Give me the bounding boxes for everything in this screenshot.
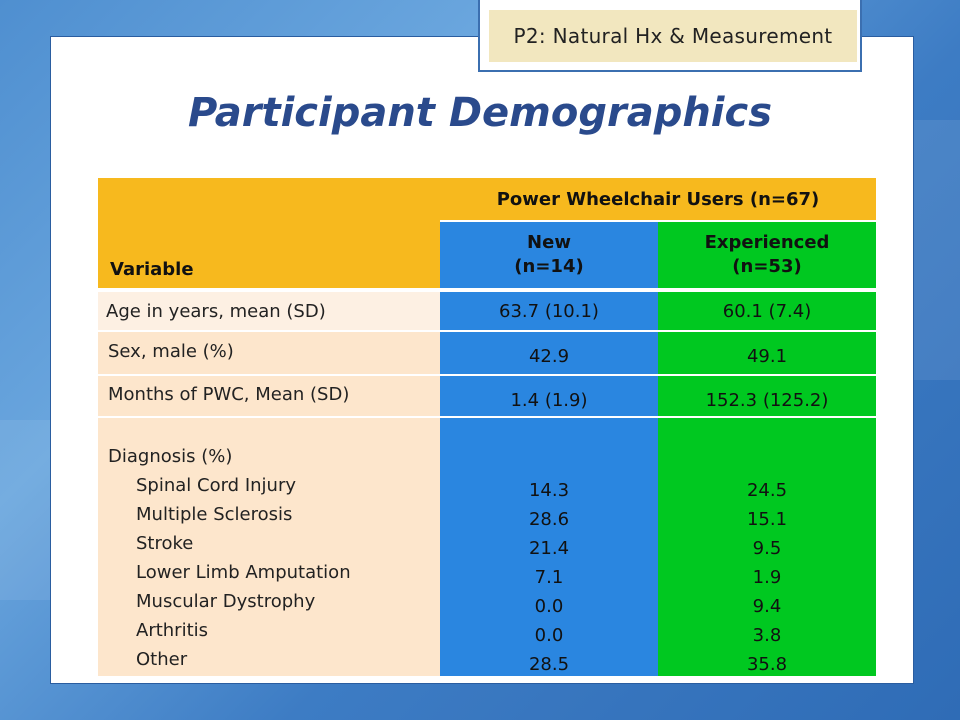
header-new-line1: New — [527, 232, 571, 253]
diagnosis-item-label: Multiple Sclerosis — [136, 504, 293, 525]
background-shape — [0, 420, 50, 600]
diagnosis-experienced-value: 3.8 — [752, 625, 782, 646]
diagnosis-label: Diagnosis (%) — [108, 446, 233, 467]
slide-title: Participant Demographics — [187, 90, 773, 136]
background-shape — [912, 120, 960, 380]
diagnosis-new-value: 14.3 — [528, 480, 570, 501]
diagnosis-new-value: 21.4 — [528, 538, 570, 559]
row-label-diagnosis: Diagnosis (%) Spinal Cord Injury Multipl… — [98, 418, 440, 676]
cell-experienced-months: 152.3 (125.2) — [658, 376, 876, 416]
diagnosis-item-label: Other — [136, 649, 188, 670]
row-label-months: Months of PWC, Mean (SD) — [98, 376, 440, 416]
row-label-age: Age in years, mean (SD) — [98, 292, 440, 330]
diagnosis-experienced-value: 35.8 — [746, 654, 788, 675]
diagnosis-item-label: Stroke — [136, 533, 194, 554]
cell-new-age: 63.7 (10.1) — [440, 292, 658, 330]
diagnosis-experienced-value: 15.1 — [746, 509, 788, 530]
cell-new-sex: 42.9 — [440, 332, 658, 374]
diagnosis-item-label: Arthritis — [136, 620, 209, 641]
header-group: Power Wheelchair Users (n=67) — [440, 178, 876, 220]
cell-new-diagnosis: 14.3 28.6 21.4 7.1 0.0 0.0 28.5 — [440, 418, 658, 676]
diagnosis-experienced-value: 1.9 — [752, 567, 782, 588]
diagnosis-experienced-value: 9.5 — [752, 538, 782, 559]
diagnosis-new-value: 28.6 — [528, 509, 570, 530]
diagnosis-new-value: 0.0 — [534, 625, 564, 646]
header-new: New (n=14) — [440, 222, 658, 288]
diagnosis-new-value: 0.0 — [534, 596, 564, 617]
diagnosis-item-label: Spinal Cord Injury — [136, 475, 297, 496]
diagnosis-experienced-value: 9.4 — [752, 596, 782, 617]
section-tag: P2: Natural Hx & Measurement — [489, 10, 857, 62]
diagnosis-new-value: 7.1 — [534, 567, 564, 588]
header-experienced-line1: Experienced — [704, 232, 830, 253]
cell-new-months: 1.4 (1.9) — [440, 376, 658, 416]
cell-experienced-age: 60.1 (7.4) — [658, 292, 876, 330]
diagnosis-new-value: 28.5 — [528, 654, 570, 675]
diagnosis-item-label: Muscular Dystrophy — [136, 591, 316, 612]
diagnosis-item-label: Lower Limb Amputation — [136, 562, 351, 583]
diagnosis-experienced-value: 24.5 — [746, 480, 788, 501]
cell-experienced-sex: 49.1 — [658, 332, 876, 374]
header-variable: Variable — [98, 178, 440, 288]
row-label-sex: Sex, male (%) — [98, 332, 440, 374]
header-experienced: Experienced (n=53) — [658, 222, 876, 288]
header-experienced-line2: (n=53) — [732, 256, 802, 277]
cell-experienced-diagnosis: 24.5 15.1 9.5 1.9 9.4 3.8 35.8 — [658, 418, 876, 676]
header-new-line2: (n=14) — [514, 256, 584, 277]
